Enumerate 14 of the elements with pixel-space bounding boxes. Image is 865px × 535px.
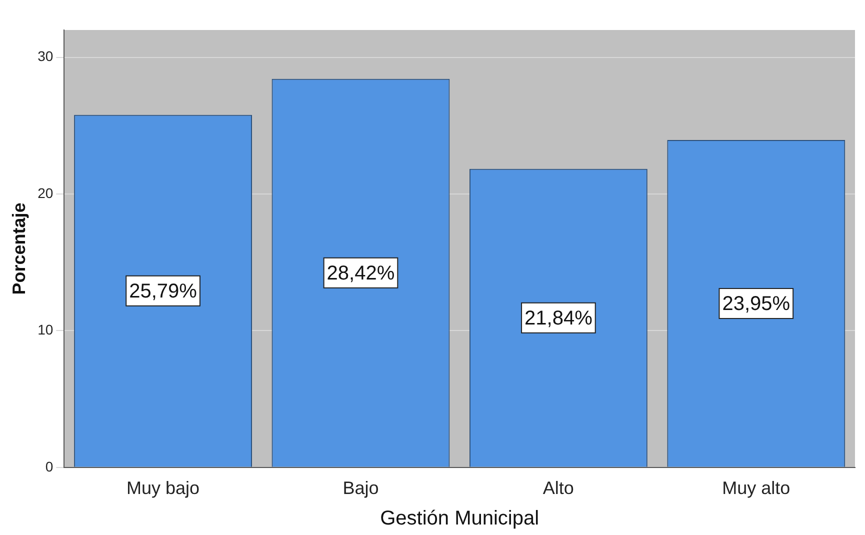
y-tick-label: 20 — [38, 184, 54, 201]
y-tick-label: 10 — [38, 322, 54, 338]
x-tick-label: Alto — [542, 478, 574, 498]
y-axis-title: Porcentaje — [8, 202, 29, 295]
data-label: 28,42% — [326, 262, 395, 284]
x-tick-label: Muy bajo — [126, 478, 200, 498]
x-tick-label: Bajo — [342, 478, 379, 498]
data-label: 25,79% — [129, 280, 198, 302]
x-tick-label: Muy alto — [722, 478, 790, 498]
y-tick-label: 0 — [45, 458, 54, 474]
data-label: 23,95% — [722, 292, 790, 315]
data-label: 21,84% — [524, 307, 593, 330]
y-tick-label: 30 — [38, 48, 54, 64]
x-axis-title: Gestión Municipal — [380, 508, 540, 530]
